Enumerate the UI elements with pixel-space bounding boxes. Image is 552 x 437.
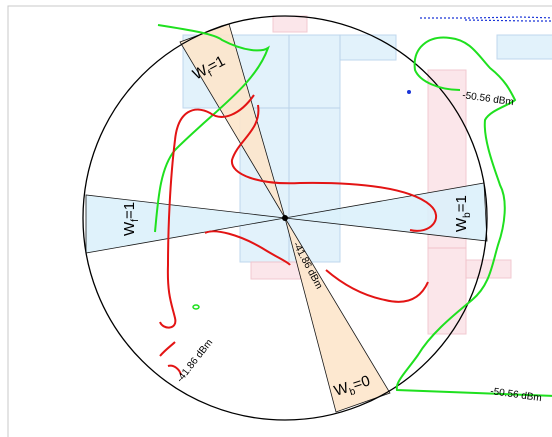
red-contour-lower: [325, 269, 429, 303]
red-contour-mid: [204, 230, 291, 266]
blue-contour-2: [464, 19, 552, 22]
red-contours: [159, 94, 438, 376]
red-contour-upper: [230, 104, 438, 232]
plot-frame: [7, 5, 552, 437]
sectors: [85, 23, 488, 413]
sector-wb-right: [284, 182, 488, 242]
wb-bottom-label: Wb=0: [332, 372, 373, 402]
sector-wf-left: [85, 194, 286, 254]
block: [288, 34, 341, 109]
sector-wb-bottom: [284, 217, 391, 413]
block: [272, 15, 308, 33]
red-contour-main: [159, 94, 255, 329]
red-contour-tail-2: [167, 364, 182, 376]
green-contour-left: [154, 24, 270, 233]
blue-dot: [407, 90, 411, 94]
block: [496, 34, 552, 60]
block: [339, 34, 397, 61]
blue-contour: [420, 16, 552, 19]
contour-label-top-right: -50.56 dBm: [462, 90, 515, 108]
block: [288, 107, 341, 263]
green-small-loop: [192, 304, 200, 310]
contour-label-bottom-left: -41.86 dBm: [175, 337, 215, 385]
center-point: [282, 215, 288, 221]
green-contours: [154, 24, 552, 397]
contour-label-bottom-right: -50.56 dBm: [490, 386, 543, 404]
wb-right-label: Wb=1: [453, 195, 473, 232]
wf-left-label: Wf=1: [121, 202, 141, 236]
green-contour-right: [395, 36, 552, 397]
coverage-circle: [82, 15, 488, 421]
red-contour-tail: [159, 341, 176, 357]
